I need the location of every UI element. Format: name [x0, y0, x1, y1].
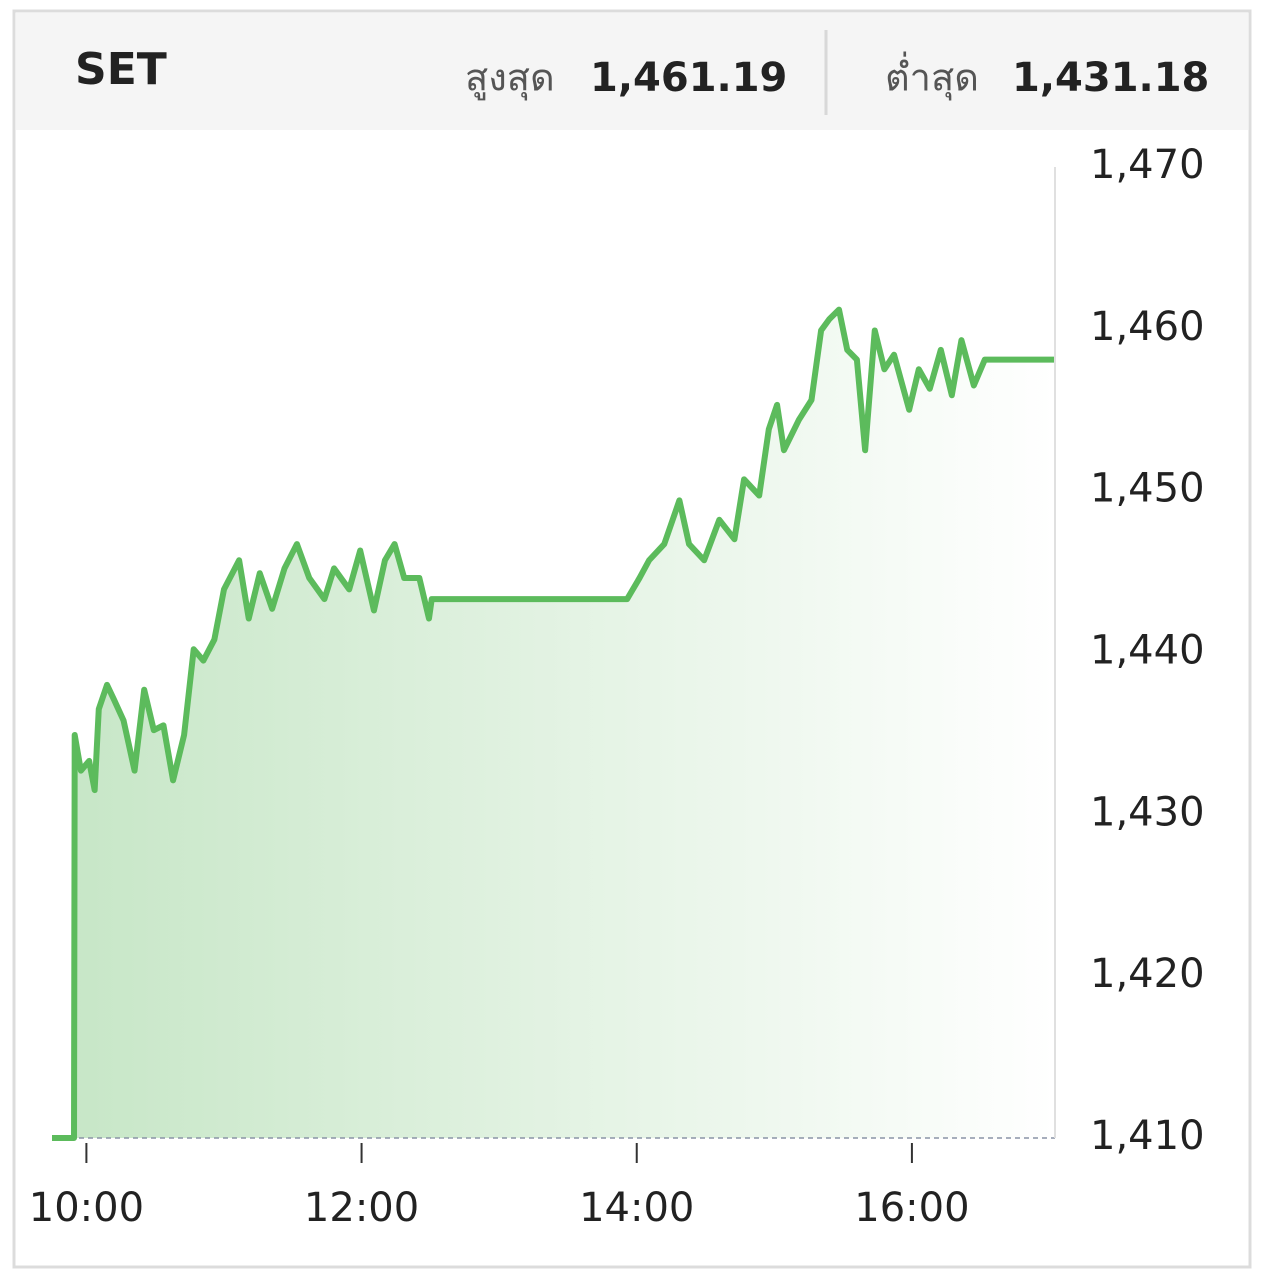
- area: [52, 309, 1055, 1138]
- y-tick-label: 1,470: [1090, 142, 1205, 188]
- y-tick-label: 1,430: [1090, 789, 1205, 835]
- y-tick-label: 1,450: [1090, 466, 1205, 512]
- y-tick-label: 1,420: [1090, 951, 1205, 997]
- x-tick-label: 16:00: [854, 1185, 969, 1231]
- x-tick-label: 14:00: [579, 1185, 694, 1231]
- x-tick-label: 12:00: [304, 1185, 419, 1231]
- y-tick-label: 1,460: [1090, 304, 1205, 350]
- y-tick-label: 1,410: [1090, 1113, 1205, 1159]
- low-value: 1,431.18: [1012, 55, 1209, 101]
- x-tick-label: 10:00: [29, 1185, 144, 1231]
- price-line: [52, 306, 1055, 1141]
- y-tick-label: 1,440: [1090, 628, 1205, 674]
- high-value: 1,461.19: [590, 55, 787, 101]
- low-label: ต่ำสุด: [885, 52, 979, 101]
- title: SET: [75, 44, 167, 95]
- high-label: สูงสุด: [465, 56, 555, 101]
- header-bg: [16, 13, 1248, 130]
